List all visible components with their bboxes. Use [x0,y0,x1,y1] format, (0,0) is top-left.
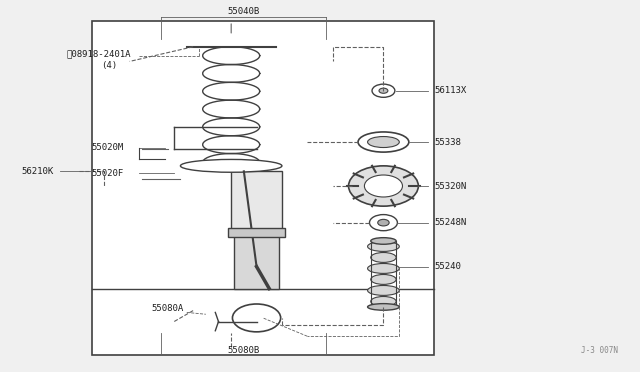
Circle shape [372,84,395,97]
Ellipse shape [371,238,396,244]
Circle shape [369,215,397,231]
FancyBboxPatch shape [231,171,282,230]
Text: 55020F: 55020F [92,169,124,178]
Text: 55240: 55240 [434,262,461,271]
FancyBboxPatch shape [234,230,279,289]
Ellipse shape [367,263,399,273]
FancyBboxPatch shape [228,228,285,237]
Text: 55080A: 55080A [152,304,184,313]
Text: 55040B: 55040B [228,7,260,16]
Ellipse shape [367,304,399,310]
Circle shape [379,88,388,93]
Text: J-3 007N: J-3 007N [581,346,618,355]
Circle shape [378,219,389,226]
Text: 55248N: 55248N [434,218,467,227]
Ellipse shape [358,132,409,152]
Text: ⓝ08918-2401A: ⓝ08918-2401A [66,49,131,58]
Text: (4): (4) [101,61,117,70]
Circle shape [232,304,281,332]
Ellipse shape [371,275,396,284]
FancyBboxPatch shape [92,21,434,355]
Text: 55338: 55338 [434,138,461,147]
Ellipse shape [371,296,396,307]
Circle shape [364,175,403,197]
Ellipse shape [367,285,399,295]
Text: 56113X: 56113X [434,86,467,95]
Ellipse shape [367,241,399,251]
Ellipse shape [367,137,399,148]
Ellipse shape [371,253,396,262]
Circle shape [349,166,419,206]
Ellipse shape [180,160,282,172]
Text: 55020M: 55020M [92,143,124,152]
Text: 55080B: 55080B [228,346,260,355]
Text: 55320N: 55320N [434,182,467,190]
Text: 56210K: 56210K [22,167,54,176]
